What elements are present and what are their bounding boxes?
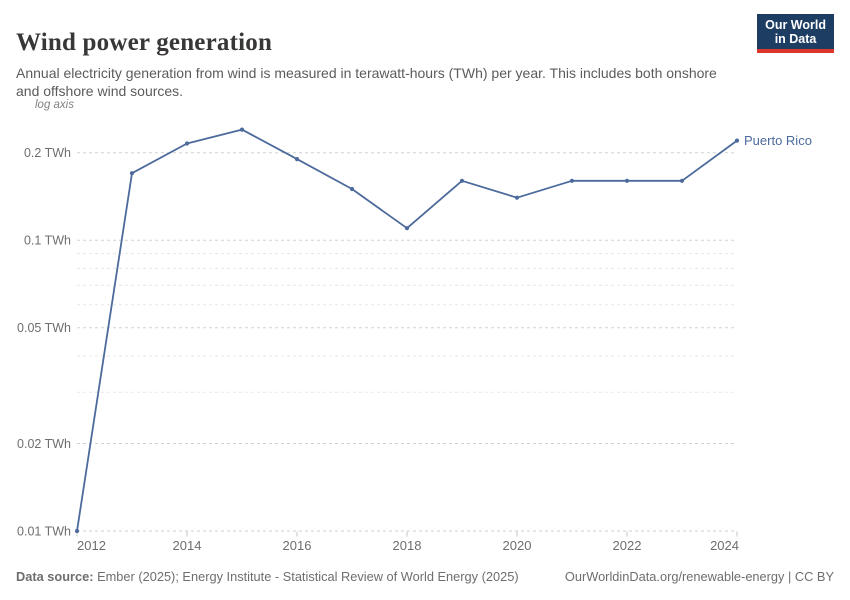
y-axis-label: 0.1 TWh — [24, 234, 71, 248]
data-line[interactable] — [76, 128, 738, 532]
x-axis-label: 2012 — [77, 538, 106, 553]
data-point-marker[interactable] — [184, 141, 190, 146]
data-point-marker[interactable] — [349, 186, 355, 192]
data-point-marker[interactable] — [294, 157, 300, 162]
data-source-text: Data source: Ember (2025); Energy Instit… — [16, 569, 519, 584]
page-title: Wind power generation — [16, 28, 273, 56]
y-axis-label: 0.02 TWh — [17, 437, 71, 451]
data-point-marker[interactable] — [129, 171, 135, 176]
owid-logo-line2: in Data — [774, 32, 817, 46]
entity-label[interactable]: Puerto Rico — [744, 133, 812, 148]
footer-link[interactable]: OurWorldinData.org/renewable-energy | CC… — [564, 569, 834, 584]
y-axis-label: 0.2 TWh — [24, 146, 71, 160]
data-point-marker[interactable] — [734, 138, 740, 143]
data-point-marker[interactable] — [459, 178, 465, 183]
data-point-marker[interactable] — [569, 178, 575, 183]
data-point-marker[interactable] — [404, 226, 410, 231]
chart-footer: Data source: Ember (2025); Energy Instit… — [16, 569, 834, 584]
x-axis-label: 2024 — [710, 538, 739, 553]
data-source-label: Data source: — [16, 569, 94, 584]
x-axis-label: 2020 — [503, 538, 532, 553]
owid-logo[interactable]: Our World in Data — [757, 14, 834, 53]
x-axis-label: 2018 — [393, 538, 422, 553]
data-point-marker[interactable] — [239, 127, 245, 132]
data-point-marker[interactable] — [74, 528, 80, 534]
log-axis-note: log axis — [35, 99, 74, 111]
y-axis-label: 0.01 TWh — [17, 525, 71, 539]
data-point-marker[interactable] — [514, 195, 520, 200]
x-axis-label: 2014 — [173, 538, 202, 553]
y-axis-label: 0.05 TWh — [17, 321, 71, 335]
data-point-marker[interactable] — [679, 178, 685, 183]
chart-subtitle: Annual electricity generation from wind … — [16, 65, 717, 99]
x-axis-label: 2022 — [613, 538, 642, 553]
owid-logo-line1: Our World — [765, 18, 826, 32]
x-axis-label: 2016 — [283, 538, 312, 553]
data-point-marker[interactable] — [624, 178, 630, 183]
